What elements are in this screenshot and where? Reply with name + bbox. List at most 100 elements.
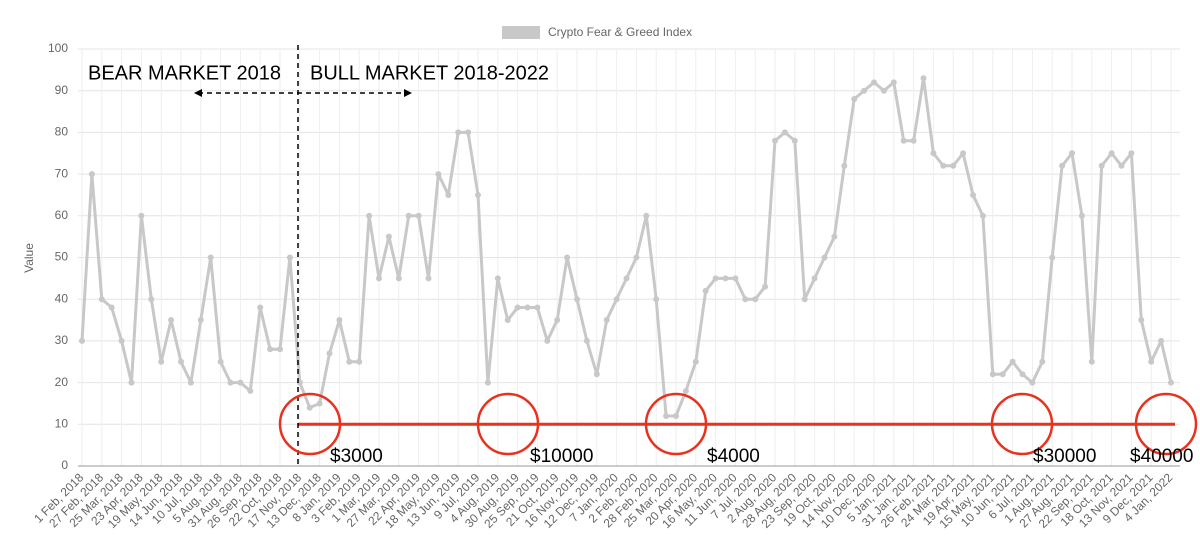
point xyxy=(1088,358,1095,365)
point xyxy=(900,137,907,144)
point xyxy=(1049,254,1056,261)
point xyxy=(524,304,531,311)
point xyxy=(1118,162,1125,169)
point xyxy=(831,233,838,240)
highlight-circle xyxy=(1134,392,1198,456)
highlight-circle xyxy=(476,392,540,456)
point xyxy=(306,404,313,411)
legend-swatch xyxy=(502,26,540,39)
point xyxy=(286,254,293,261)
point xyxy=(871,79,877,86)
point xyxy=(623,275,630,282)
point xyxy=(940,162,947,169)
point xyxy=(316,400,323,407)
point xyxy=(514,304,521,311)
point xyxy=(890,79,897,86)
point xyxy=(762,283,769,290)
point xyxy=(207,254,214,261)
series-line xyxy=(80,76,1173,418)
point xyxy=(257,304,264,311)
y-tick-label: 70 xyxy=(55,166,69,180)
y-tick-label: 90 xyxy=(55,83,69,97)
point xyxy=(989,371,996,378)
point xyxy=(267,346,274,353)
point xyxy=(583,337,590,344)
point xyxy=(1128,150,1135,157)
point xyxy=(613,296,620,303)
point xyxy=(544,337,551,344)
point xyxy=(405,212,412,219)
price-label: $30000 xyxy=(1033,446,1096,467)
point xyxy=(1098,162,1105,169)
point xyxy=(178,358,184,365)
point xyxy=(950,162,957,169)
price-label: $3000 xyxy=(330,446,383,467)
point xyxy=(98,296,105,303)
point xyxy=(663,412,670,419)
highlight-circles xyxy=(278,392,1198,456)
y-tick-label: 10 xyxy=(55,416,69,430)
point xyxy=(930,150,937,157)
point xyxy=(118,337,125,344)
point xyxy=(603,317,610,324)
point xyxy=(108,304,115,311)
y-tick-label: 30 xyxy=(55,333,69,347)
point xyxy=(277,346,283,353)
point xyxy=(732,275,739,282)
point xyxy=(217,358,224,365)
y-tick-label: 50 xyxy=(55,250,69,264)
highlight-circle xyxy=(644,392,708,456)
price-label: $10000 xyxy=(530,446,593,467)
point xyxy=(376,275,382,282)
point xyxy=(712,275,719,282)
point xyxy=(455,129,462,136)
point xyxy=(643,212,650,219)
point xyxy=(653,296,660,303)
highlight-circle xyxy=(990,392,1054,456)
point xyxy=(702,287,709,294)
point xyxy=(138,212,145,219)
point xyxy=(237,379,244,386)
point xyxy=(494,275,501,282)
point xyxy=(484,379,491,386)
point xyxy=(1009,358,1016,365)
point xyxy=(1039,358,1046,365)
y-tick-label: 60 xyxy=(55,208,69,222)
point xyxy=(1148,358,1155,365)
y-tick-label: 80 xyxy=(55,125,69,139)
price-label: $4000 xyxy=(707,446,760,467)
point xyxy=(1069,150,1075,157)
y-tick-label: 0 xyxy=(61,458,68,472)
point xyxy=(385,233,392,240)
point xyxy=(247,387,254,394)
point xyxy=(88,171,95,178)
point xyxy=(1108,150,1115,157)
point xyxy=(1078,212,1085,219)
point xyxy=(910,137,917,144)
point xyxy=(445,191,452,198)
legend-label: Crypto Fear & Greed Index xyxy=(548,25,692,39)
point xyxy=(187,379,194,386)
point xyxy=(227,379,234,386)
point xyxy=(772,137,778,144)
point xyxy=(821,254,828,261)
y-tick-label: 20 xyxy=(55,375,69,389)
point xyxy=(999,371,1006,378)
point xyxy=(781,129,788,136)
point xyxy=(554,317,561,324)
y-tick-label: 40 xyxy=(55,291,69,305)
y-axis-label: Value xyxy=(22,243,36,273)
point xyxy=(970,191,976,198)
point xyxy=(1019,371,1026,378)
point xyxy=(415,212,422,219)
point xyxy=(534,304,541,311)
point xyxy=(564,254,571,261)
point xyxy=(801,296,808,303)
point xyxy=(1158,337,1165,344)
y-tick-label: 100 xyxy=(48,41,68,55)
point xyxy=(960,150,967,157)
point xyxy=(791,137,798,144)
point xyxy=(346,358,353,365)
point xyxy=(336,317,343,324)
